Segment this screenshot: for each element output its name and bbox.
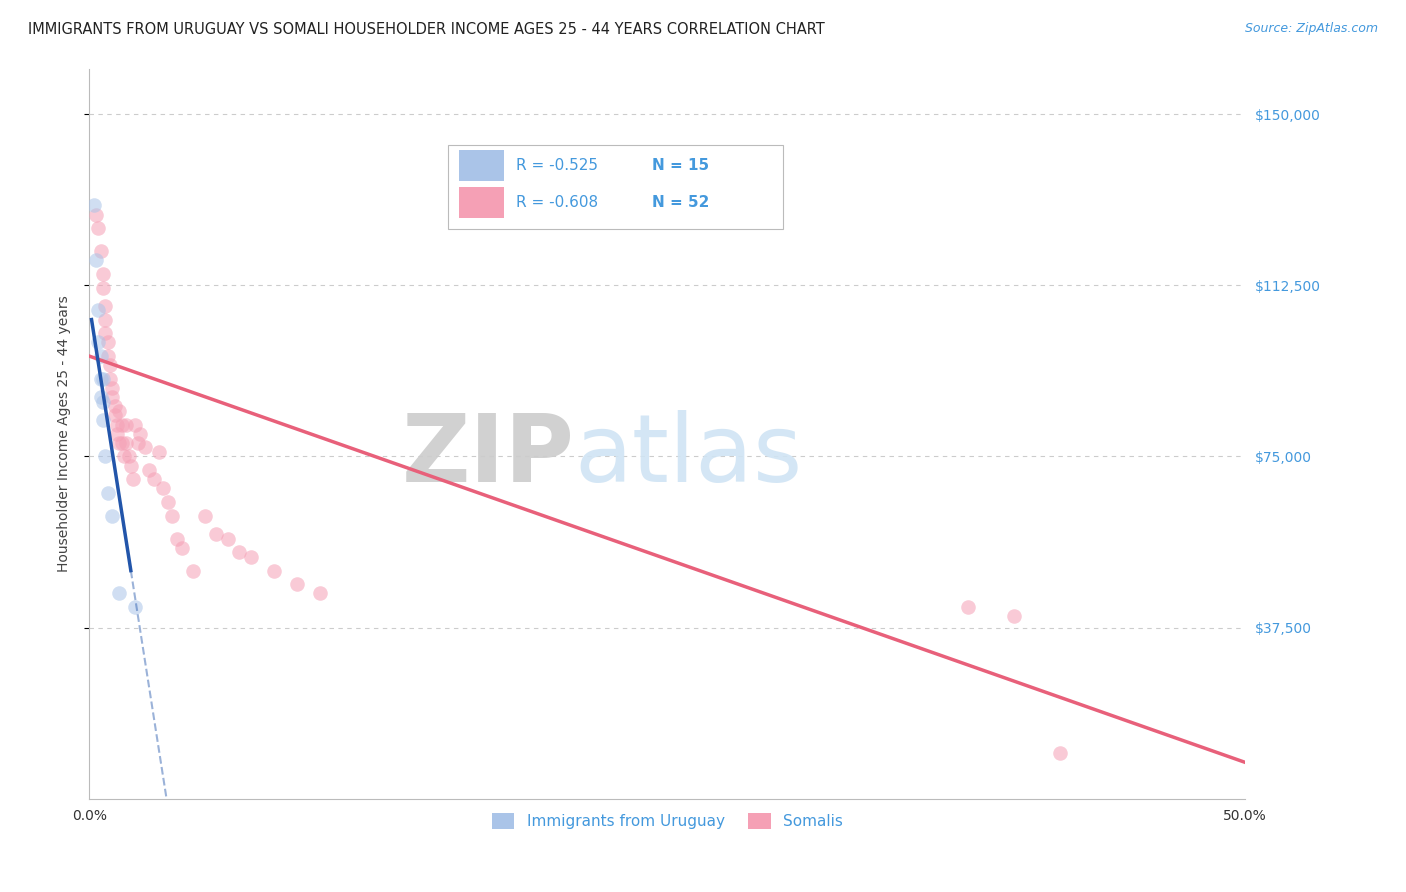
Point [1002,609,1025,624]
Point [98,372,121,386]
Point [148,445,170,459]
Point [101,508,124,523]
Text: R = -0.525: R = -0.525 [516,158,598,173]
Point [263,564,285,578]
Point [120,458,142,473]
Point [97,349,120,363]
Point [205,527,228,541]
Text: ZIP: ZIP [402,409,575,501]
Point [110,417,132,432]
Point [87,221,110,235]
Y-axis label: Householder Income Ages 25 - 44 years: Householder Income Ages 25 - 44 years [58,295,72,572]
Point [101,390,124,404]
Point [84,208,107,222]
Text: atlas: atlas [575,409,803,501]
Point [170,541,193,555]
Point [162,508,184,523]
Point [91,413,114,427]
Point [101,381,124,395]
Point [117,450,139,464]
Point [217,532,239,546]
Point [105,417,128,432]
Point [143,472,166,486]
Point [105,426,128,441]
Text: R = -0.608: R = -0.608 [516,194,598,210]
Point [108,586,131,600]
Point [156,495,179,509]
Point [104,409,127,423]
Point [956,600,979,615]
Point [108,404,131,418]
Point [124,600,146,615]
Point [127,435,149,450]
Point [94,326,117,341]
Point [134,441,156,455]
Point [91,267,114,281]
Point [90,349,112,363]
Point [1049,746,1071,760]
Point [108,435,131,450]
Point [122,472,145,486]
Point [309,586,332,600]
Point [94,450,117,464]
Point [115,435,138,450]
Point [110,435,132,450]
Point [94,312,117,326]
Point [91,372,114,386]
Point [240,549,263,564]
Point [84,253,107,268]
Text: N = 15: N = 15 [652,158,709,173]
Point [91,394,114,409]
Point [87,335,110,350]
FancyBboxPatch shape [447,145,783,229]
Point [83,198,105,212]
Point [97,335,120,350]
Legend: Immigrants from Uruguay, Somalis: Immigrants from Uruguay, Somalis [485,806,849,835]
Point [90,244,112,258]
Point [152,482,174,496]
Point [228,545,250,559]
Point [97,486,120,500]
Point [285,577,308,591]
Point [91,280,114,294]
Point [129,426,152,441]
Point [104,399,127,413]
Point [94,299,117,313]
Point [166,532,188,546]
Point [194,508,217,523]
Point [98,358,121,372]
Point [90,372,112,386]
Point [87,303,110,318]
Point [90,390,112,404]
FancyBboxPatch shape [460,186,505,218]
Point [115,417,138,432]
Text: Source: ZipAtlas.com: Source: ZipAtlas.com [1244,22,1378,36]
Point [112,450,135,464]
Point [138,463,160,477]
Text: IMMIGRANTS FROM URUGUAY VS SOMALI HOUSEHOLDER INCOME AGES 25 - 44 YEARS CORRELAT: IMMIGRANTS FROM URUGUAY VS SOMALI HOUSEH… [28,22,825,37]
Point [124,417,146,432]
Text: N = 52: N = 52 [652,194,710,210]
FancyBboxPatch shape [460,151,505,181]
Point [181,564,204,578]
